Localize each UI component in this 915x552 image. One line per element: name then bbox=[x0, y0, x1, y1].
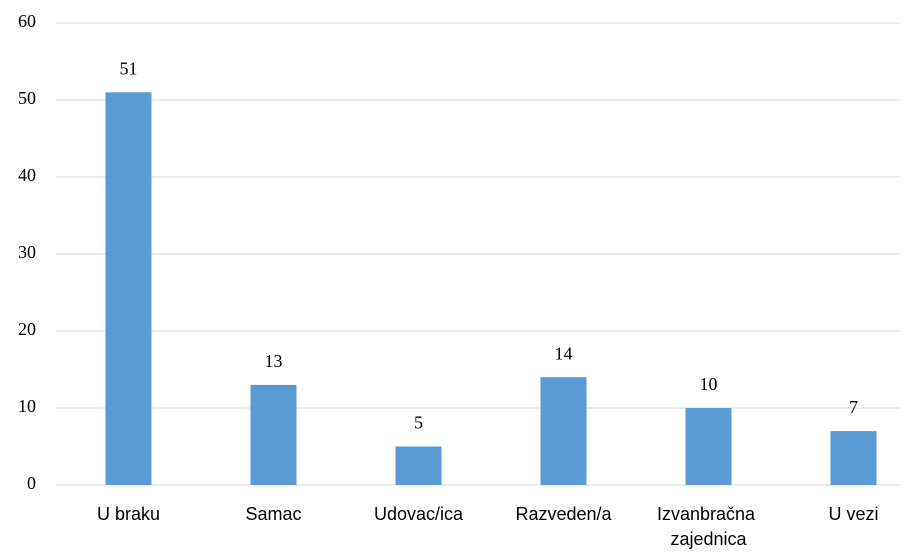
value-label: 51 bbox=[120, 58, 138, 78]
value-label: 5 bbox=[414, 413, 423, 433]
y-tick-label: 50 bbox=[18, 88, 36, 108]
x-tick-label: U vezi bbox=[828, 504, 878, 524]
y-tick-label: 60 bbox=[18, 11, 36, 31]
y-tick-label: 10 bbox=[18, 396, 36, 416]
y-tick-label: 0 bbox=[27, 473, 36, 493]
bar bbox=[830, 431, 877, 485]
x-tick-label: Razveden/a bbox=[515, 504, 612, 524]
bar bbox=[395, 446, 442, 485]
bar bbox=[540, 377, 587, 485]
bar bbox=[105, 92, 152, 486]
y-tick-label: 30 bbox=[18, 242, 36, 262]
bar bbox=[685, 408, 732, 485]
y-tick-label: 20 bbox=[18, 319, 36, 339]
value-label: 10 bbox=[700, 374, 718, 394]
y-tick-label: 40 bbox=[18, 165, 36, 185]
x-tick-label: Udovac/ica bbox=[374, 504, 464, 524]
value-label: 14 bbox=[555, 343, 573, 363]
value-label: 7 bbox=[849, 397, 858, 417]
bar bbox=[250, 384, 297, 485]
x-tick-label: Izvanbračna zajednica bbox=[657, 504, 760, 549]
x-tick-label: Samac bbox=[245, 504, 301, 524]
x-tick-label: U braku bbox=[97, 504, 160, 524]
value-label: 13 bbox=[265, 351, 283, 371]
